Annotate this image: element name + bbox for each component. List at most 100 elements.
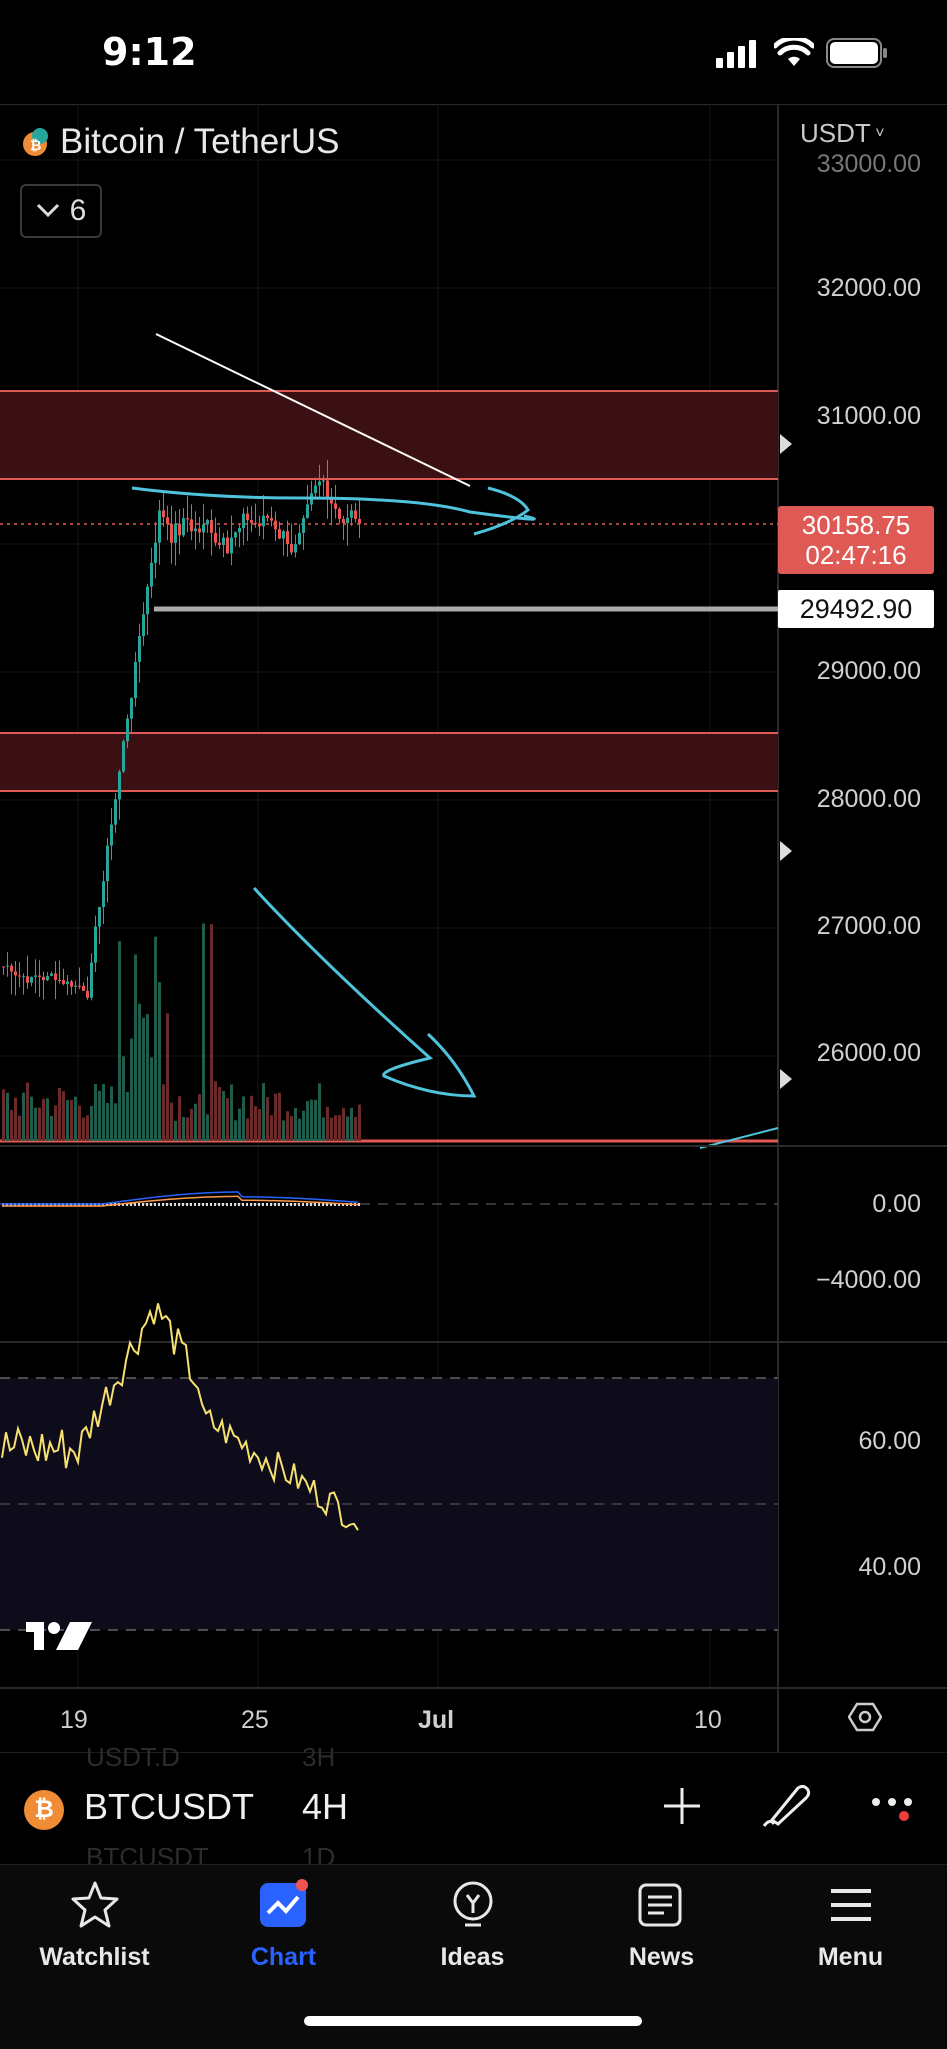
candle-body <box>178 523 181 536</box>
volume-bar <box>122 1056 125 1141</box>
volume-bar <box>138 1003 141 1141</box>
candle-body <box>274 520 277 530</box>
more-options-icon[interactable] <box>870 1792 916 1822</box>
macd-histogram-bar <box>134 1203 136 1206</box>
candle-body <box>350 510 353 518</box>
macd-histogram-bar <box>338 1203 340 1206</box>
macd-indicator <box>2 1191 360 1207</box>
symbol-title-row[interactable]: ₿ Bitcoin / TetherUS <box>20 120 340 164</box>
interval-selector[interactable]: 4H <box>302 1786 349 1827</box>
macd-histogram-bar <box>334 1203 336 1206</box>
tab-watchlist[interactable]: Watchlist <box>0 1879 189 1989</box>
macd-histogram-bar <box>302 1203 304 1206</box>
volume-bar <box>222 1090 225 1141</box>
candle-body <box>286 531 289 545</box>
chart-settings-icon[interactable] <box>848 1700 882 1734</box>
price-axis-label: 32000.00 <box>816 274 921 302</box>
candle-body <box>234 532 237 538</box>
candle-body <box>222 537 225 546</box>
volume-bar <box>338 1115 341 1141</box>
indicators-collapse-button[interactable]: 6 <box>20 184 102 238</box>
volume-bar <box>242 1096 245 1141</box>
candle-body <box>34 975 37 977</box>
volume-bar <box>330 1117 333 1141</box>
candle-body <box>346 517 349 524</box>
candle-body <box>62 979 65 985</box>
volume-bar <box>314 1099 317 1141</box>
macd-histogram-bar <box>254 1203 256 1206</box>
macd-histogram-bar <box>306 1203 308 1206</box>
volume-bar <box>94 1084 97 1141</box>
macd-histogram-bar <box>290 1203 292 1206</box>
candle-body <box>230 537 233 554</box>
drawing-tools-icon[interactable] <box>762 1780 814 1832</box>
candle-body <box>146 586 149 615</box>
price-axis-label: 27000.00 <box>816 912 921 940</box>
volume-bar <box>14 1097 17 1141</box>
macd-histogram-bar <box>230 1203 232 1206</box>
volume-bar <box>342 1107 345 1141</box>
macd-histogram-bar <box>234 1203 236 1206</box>
volume-bar <box>174 1120 177 1141</box>
candle-body <box>26 976 29 983</box>
candle-body <box>254 522 257 524</box>
candle-body <box>66 981 69 985</box>
down-arrow-drawing <box>252 886 477 1098</box>
news-icon <box>638 1883 681 1927</box>
macd-histogram-bar <box>278 1203 280 1206</box>
candle-body <box>278 529 281 539</box>
tradingview-logo-icon <box>26 1622 92 1650</box>
candle-body <box>290 544 293 553</box>
macd-histogram-bar <box>322 1203 324 1206</box>
volume-bar <box>230 1084 233 1141</box>
macd-histogram-bar <box>194 1203 196 1206</box>
candle-body <box>138 636 141 662</box>
battery-icon <box>826 38 887 68</box>
candle-body <box>22 976 25 978</box>
support-zone <box>0 733 778 791</box>
volume-bar <box>98 1090 101 1141</box>
volume-bar <box>62 1091 65 1141</box>
macd-histogram-bar <box>170 1203 172 1206</box>
candle-body <box>50 973 53 976</box>
candle-body <box>42 976 45 981</box>
volume-bar <box>270 1115 273 1141</box>
volume-bar <box>246 1118 249 1141</box>
tab-news[interactable]: News <box>567 1879 756 1989</box>
volume-bar <box>30 1096 33 1141</box>
volume-bar <box>58 1087 61 1141</box>
chart-area[interactable]: 33000.00 32000.00 31000.00 29000.00 2800… <box>0 104 947 1752</box>
volume-bar <box>182 1117 185 1141</box>
volume-bar <box>70 1099 73 1141</box>
add-icon[interactable] <box>660 1784 704 1828</box>
candle-body <box>198 528 201 533</box>
chart-canvas[interactable] <box>0 104 947 1752</box>
candle-body <box>218 542 221 546</box>
volume-bar <box>26 1082 29 1141</box>
candle-body <box>210 520 213 533</box>
candle-body <box>78 985 81 987</box>
macd-histogram-bar <box>166 1203 168 1206</box>
candle-body <box>118 771 121 800</box>
candle-body <box>94 926 97 963</box>
macd-histogram-bar <box>358 1203 360 1206</box>
macd-histogram-bar <box>174 1203 176 1206</box>
currency-selector[interactable]: USDT ˅ <box>800 118 885 149</box>
tab-menu[interactable]: Menu <box>756 1879 945 1989</box>
time-axis-label: 10 <box>694 1706 722 1734</box>
symbol-selector[interactable]: BTCUSDT <box>84 1786 254 1827</box>
volume-bar <box>6 1092 9 1141</box>
candle-body <box>70 981 73 987</box>
volume-bar <box>310 1099 313 1141</box>
tab-ideas[interactable]: Ideas <box>378 1879 567 1989</box>
candle-body <box>82 985 85 991</box>
tab-label: Watchlist <box>39 1943 150 1971</box>
volume-bar <box>214 1081 217 1141</box>
volume-bar <box>250 1095 253 1141</box>
macd-histogram-bar <box>250 1203 252 1206</box>
candle-body <box>306 504 309 519</box>
bitcoin-icon: ₿ <box>24 1790 64 1830</box>
tab-chart[interactable]: Chart <box>189 1879 378 1989</box>
time-axis-label: Jul <box>418 1706 455 1734</box>
horizontal-line-price-tag[interactable]: 29492.90 <box>778 590 934 628</box>
